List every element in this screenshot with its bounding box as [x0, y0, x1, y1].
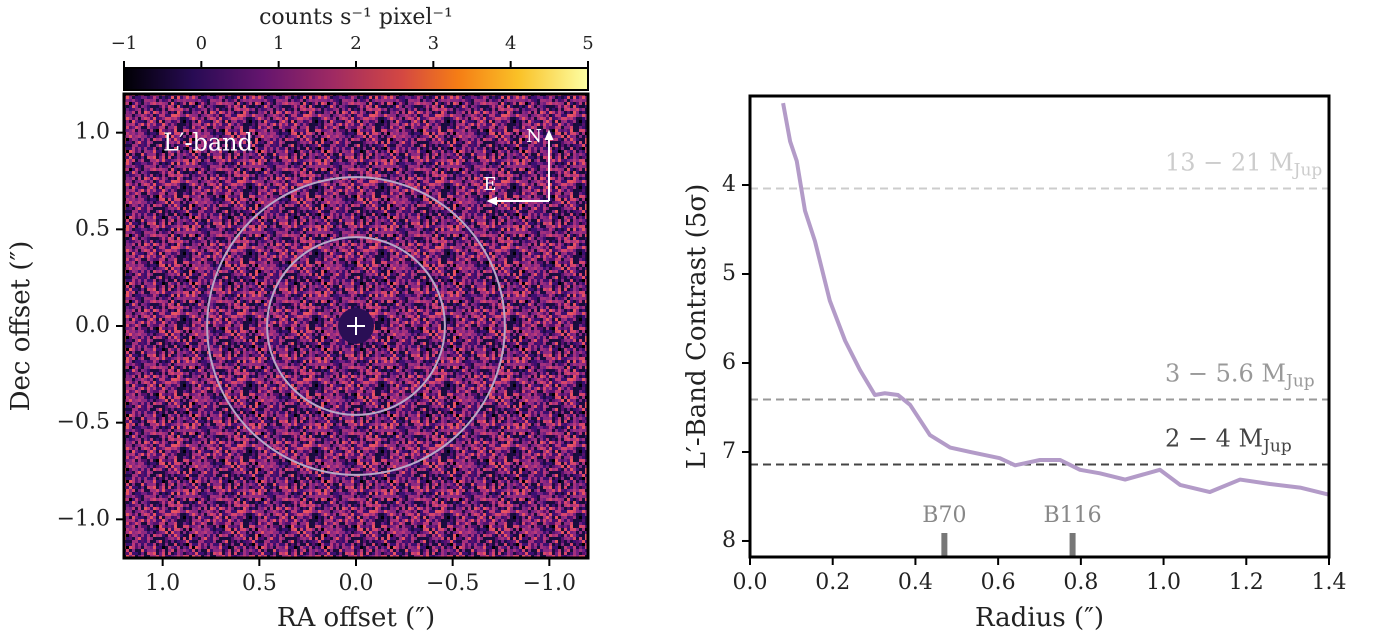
y-axis-label: L′-Band Contrast (5σ) [682, 184, 712, 470]
colorbar [123, 67, 589, 91]
threshold-label: 3 − 5.6 MJup [1165, 359, 1315, 391]
colorbar-tick-label: 2 [350, 33, 361, 54]
x-tick-label: −1.0 [523, 571, 576, 596]
x-tick-label: 1.2 [1229, 570, 1264, 595]
x-tick-label: 0.5 [242, 571, 277, 596]
threshold-label-text: 2 − 4 M [1165, 424, 1263, 452]
y-tick-label: 4 [722, 172, 736, 197]
threshold-label-sub: Jup [1284, 371, 1315, 391]
threshold-label: 13 − 21 MJup [1165, 148, 1322, 180]
y-tick-label: 8 [722, 528, 736, 553]
compass-east: E [483, 174, 496, 195]
colorbar-tick-label: 4 [505, 33, 516, 54]
contrast-curve [781, 102, 1330, 497]
threshold-label: 2 − 4 MJup [1165, 424, 1292, 456]
threshold-label-sub: Jup [1261, 436, 1292, 456]
x-axis-label: Radius (″) [975, 603, 1104, 633]
aperture-circle [206, 176, 506, 476]
threshold-label-sub: Jup [1292, 160, 1323, 180]
x-tick-label: 1.4 [1312, 570, 1347, 595]
y-tick-label: −0.5 [57, 410, 110, 435]
y-tick-label: 6 [722, 350, 736, 375]
y-tick-label: 0.5 [75, 216, 110, 241]
colorbar-tick-label: 5 [582, 33, 593, 54]
x-axis-label: RA offset (″) [277, 603, 435, 633]
y-tick-label: 0.0 [75, 313, 110, 338]
band-label: L′-band [163, 129, 253, 157]
colorbar-tick-label: 3 [428, 33, 439, 54]
x-tick-label: 0.2 [815, 570, 850, 595]
colorbar-tick-label: −1 [111, 33, 138, 54]
companion-label: B70 [922, 503, 966, 528]
x-tick-label: 0.8 [1063, 570, 1098, 595]
x-tick-label: 0.0 [339, 571, 374, 596]
companion-label: B116 [1043, 503, 1101, 528]
y-tick-label: 5 [722, 261, 736, 286]
aperture-circle [266, 236, 446, 416]
x-tick-label: 0.0 [733, 570, 768, 595]
colorbar-tick-label: 0 [196, 33, 207, 54]
x-tick-label: −0.5 [426, 571, 479, 596]
plot-frame [748, 94, 1331, 559]
x-tick-label: 0.6 [981, 570, 1016, 595]
compass [486, 129, 554, 206]
y-tick-label: 1.0 [75, 120, 110, 145]
star-cross [347, 317, 365, 335]
colorbar-tick-label: 1 [273, 33, 284, 54]
x-tick-label: 0.4 [898, 570, 933, 595]
x-tick-label: 1.0 [1146, 570, 1181, 595]
threshold-label-text: 13 − 21 M [1165, 148, 1294, 176]
y-tick-label: 7 [722, 439, 736, 464]
y-tick-label: −1.0 [57, 506, 110, 531]
colorbar-label: counts s⁻¹ pixel⁻¹ [259, 5, 453, 30]
compass-north: N [526, 126, 542, 147]
y-axis-label: Dec offset (″) [6, 241, 36, 412]
x-tick-label: 1.0 [145, 571, 180, 596]
threshold-label-text: 3 − 5.6 M [1165, 359, 1286, 387]
